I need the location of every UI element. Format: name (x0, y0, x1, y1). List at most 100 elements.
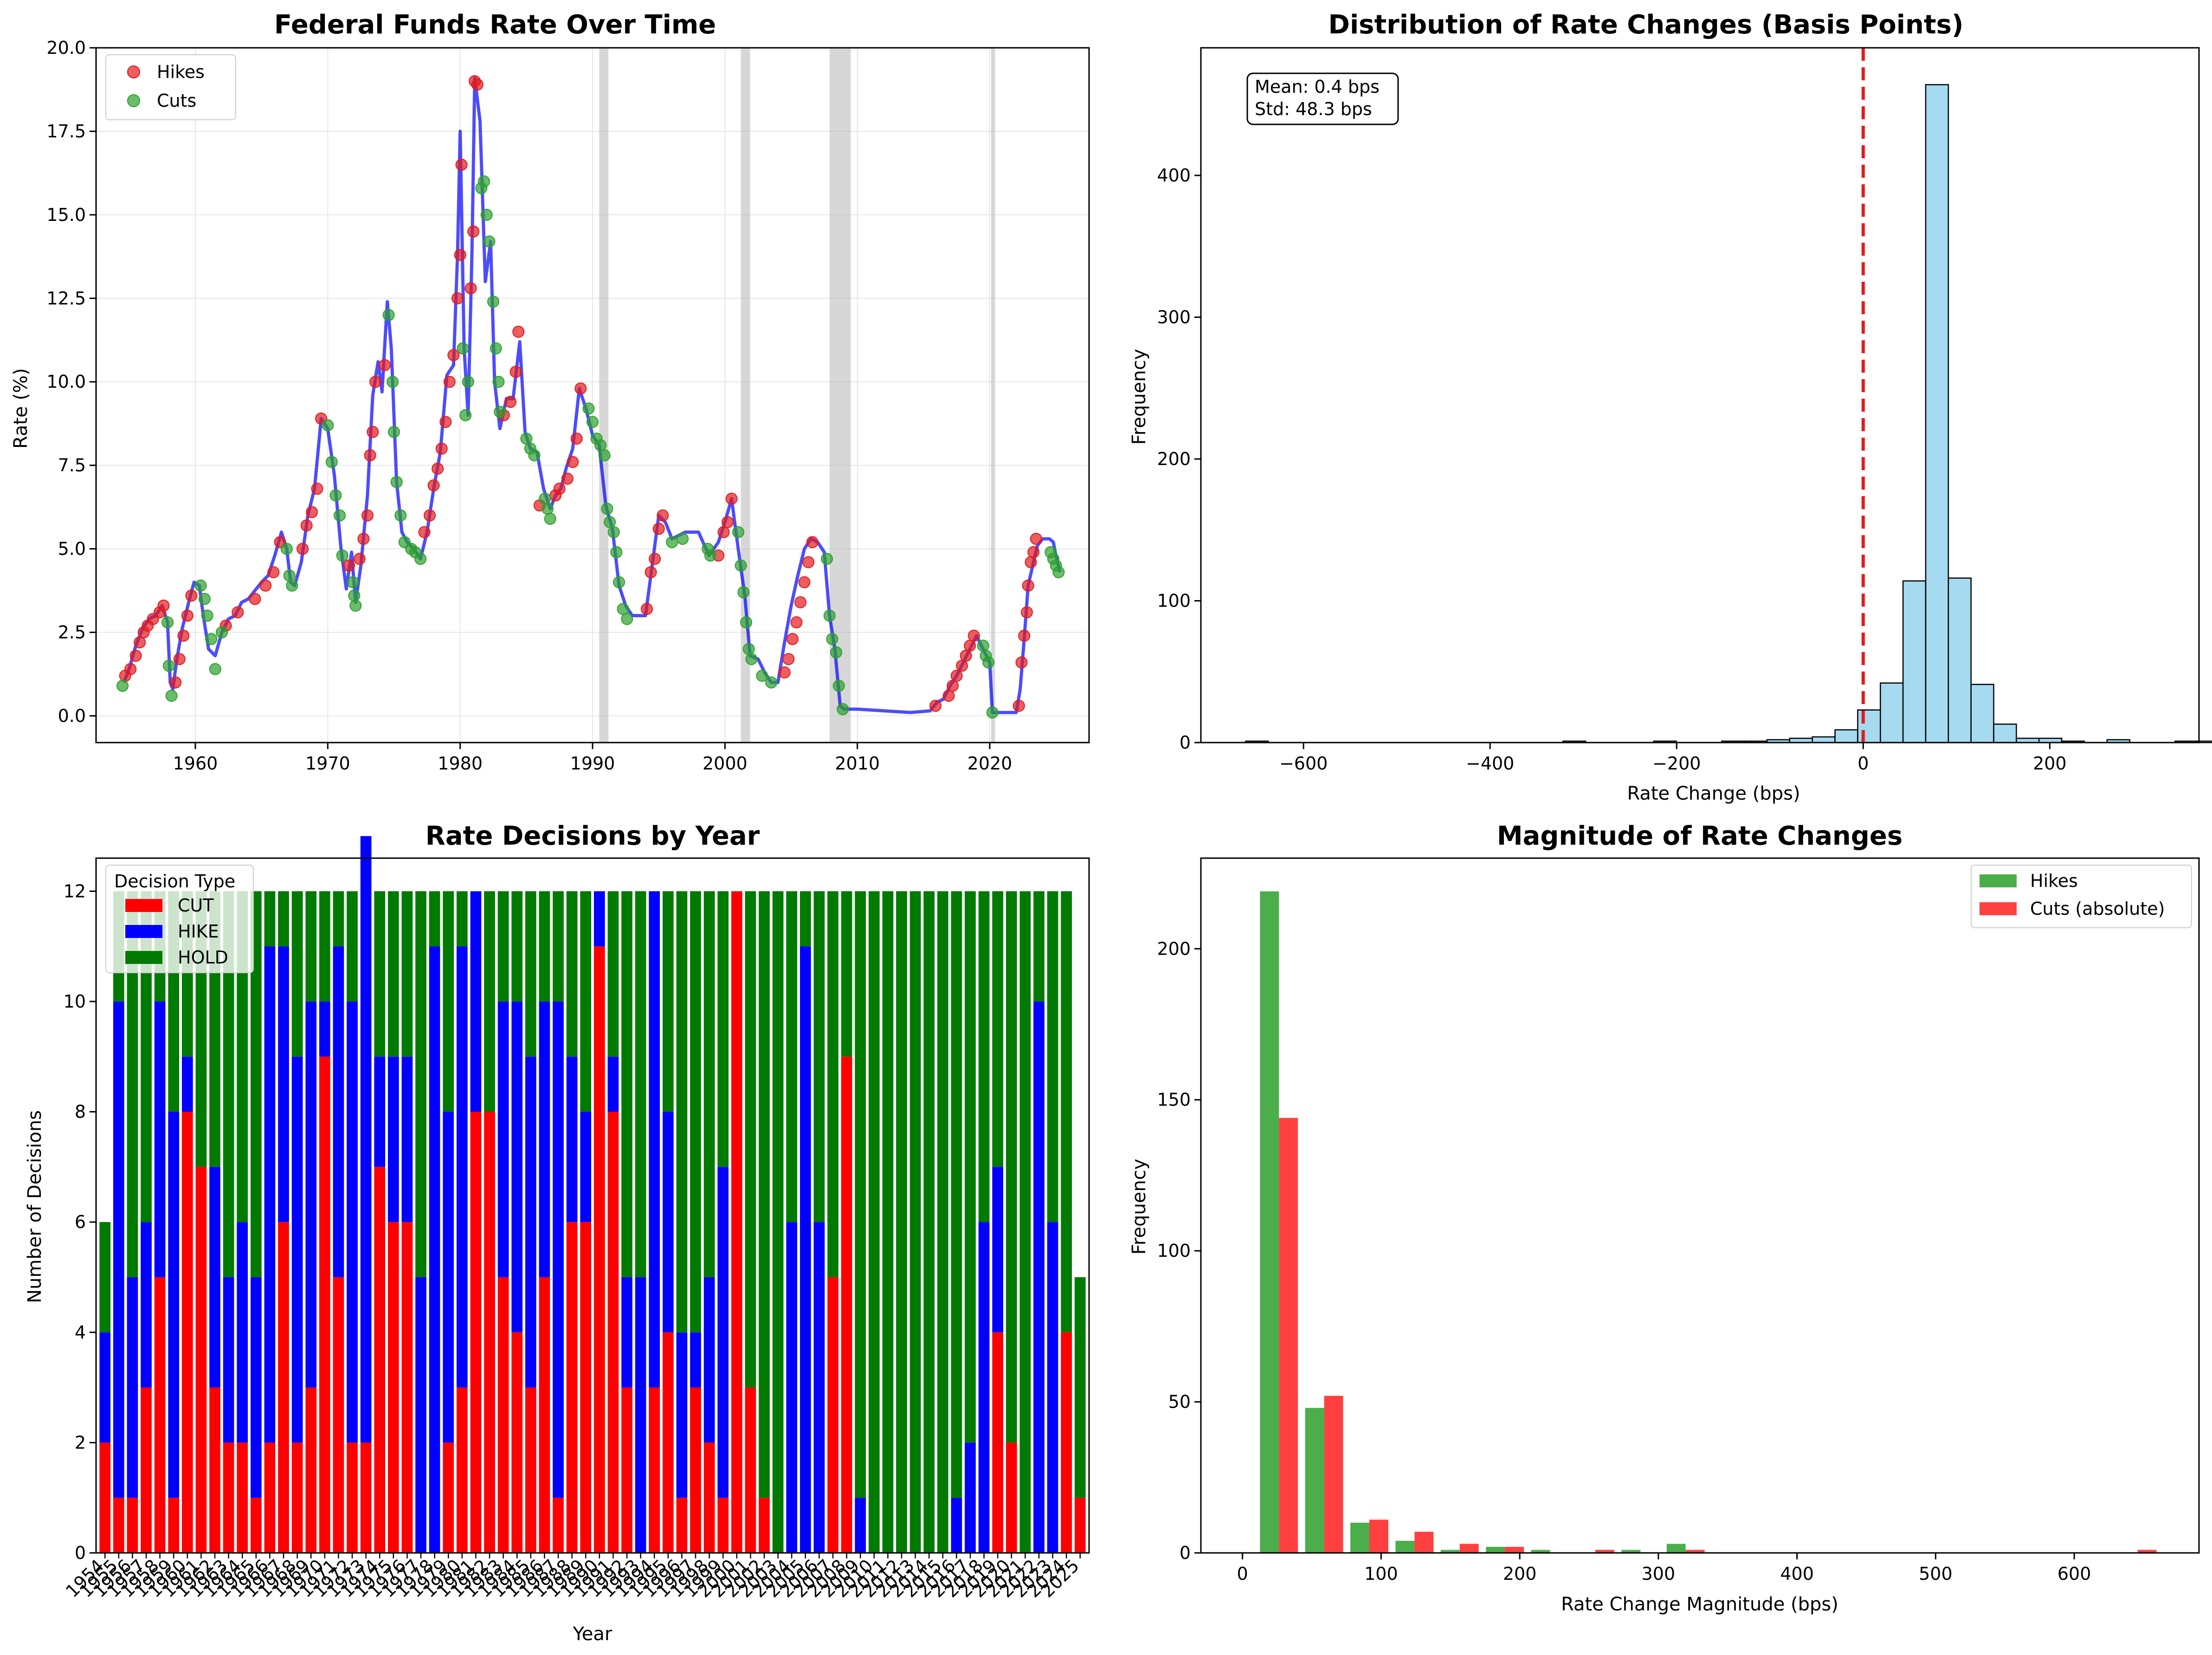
hike-point (1027, 546, 1040, 558)
rate-panel: Federal Funds Rate Over Time Rate (%) 19… (10, 10, 1090, 774)
hike-point (806, 536, 819, 549)
hike-point (561, 472, 574, 485)
bar-cut (168, 1498, 180, 1553)
cut-point (732, 526, 744, 538)
cut-point (336, 549, 348, 562)
stack-ytick-label: 4 (75, 1322, 86, 1343)
mag-cut-bar (2137, 1550, 2157, 1553)
mag-cut-bar (1324, 1396, 1343, 1553)
bar-hike (305, 1001, 317, 1388)
bar-hold (759, 891, 770, 1498)
cut-point (541, 503, 554, 515)
hike-point (950, 670, 963, 682)
legend-cut-label: CUT (178, 895, 214, 916)
mag-ytick-label: 150 (1157, 1090, 1191, 1110)
bar-hold (951, 891, 962, 1498)
hike-point (311, 483, 323, 495)
cut-point (388, 426, 400, 438)
rate-xtick-label: 1990 (570, 753, 615, 774)
hike-point (418, 526, 431, 538)
bar-hold (745, 891, 756, 1388)
bar-hold (566, 891, 578, 1057)
hist-bar (1902, 580, 1927, 743)
bar-cut (841, 1056, 852, 1553)
bar-hold (374, 891, 386, 1057)
hist-xtick-label: −200 (1652, 753, 1701, 774)
hist-ytick-label: 0 (1180, 732, 1191, 753)
hike-point (467, 225, 480, 238)
bar-hold (291, 891, 303, 1057)
bar-hold (813, 891, 825, 1222)
bar-hike (319, 1001, 330, 1057)
bar-cut (141, 1387, 152, 1553)
bar-hike (1047, 1222, 1058, 1553)
bar-hold (635, 891, 646, 1277)
hike-point (929, 699, 942, 712)
hist-stats-box: Mean: 0.4 bps Std: 48.3 bps (1246, 72, 1399, 125)
mag-legend: Hikes Cuts (absolute) (1971, 865, 2192, 928)
bar-cut (1074, 1498, 1086, 1553)
mag-panel: Magnitude of Rate Changes Frequency Rate… (1129, 821, 2200, 1615)
bar-hold (607, 891, 619, 1057)
cut-point (704, 549, 716, 562)
mag-hike-bar (1531, 1550, 1550, 1553)
bar-hold (484, 891, 495, 1112)
bar-cut (264, 1442, 276, 1553)
mag-hike-bar (1395, 1540, 1415, 1553)
cut-point (737, 586, 750, 599)
bar-hike (649, 891, 660, 1388)
hist-panel: Distribution of Rate Changes (Basis Poin… (1129, 10, 2212, 804)
mag-ylabel: Frequency (1129, 1159, 1150, 1255)
bar-hold (1006, 891, 1017, 1443)
hist-mean-text: Mean: 0.4 bps (1255, 77, 1380, 97)
bar-hold (415, 891, 426, 1277)
hist-axes-frame (1200, 47, 2200, 743)
hike-point (1020, 606, 1033, 619)
bar-hike (553, 1001, 564, 1498)
cut-point (347, 576, 359, 588)
hist-xlabel: Rate Change (bps) (1627, 783, 1800, 804)
cut-point (382, 309, 395, 321)
bar-cut (580, 1222, 592, 1553)
mag-hike-bar (1440, 1550, 1460, 1553)
bar-hike (992, 1167, 1004, 1332)
bar-hold (237, 891, 248, 1222)
bar-hike (676, 1332, 688, 1498)
cut-point (617, 603, 629, 615)
stack-legend-title: Decision Type (114, 871, 235, 892)
mag-xtick-label: 100 (1364, 1564, 1398, 1584)
bar-hike (855, 1498, 866, 1553)
hike-point (725, 492, 738, 505)
bar-cut (374, 1167, 386, 1553)
cut-point (837, 703, 849, 716)
cut-point (607, 526, 620, 538)
bar-hike (690, 1332, 701, 1388)
bar-hike (347, 1001, 358, 1443)
bar-hold (223, 891, 234, 1277)
rate-ytick-label: 20.0 (46, 38, 86, 58)
bar-hike (333, 946, 344, 1277)
bar-hike (443, 1112, 454, 1443)
cut-point (334, 509, 346, 522)
cut-point (325, 456, 338, 468)
bar-cut (621, 1387, 632, 1553)
rate-xtick-label: 2010 (835, 753, 880, 774)
bar-cut (992, 1332, 1004, 1553)
bar-hold (387, 891, 399, 1057)
cut-point (286, 579, 298, 592)
bar-cut (484, 1112, 495, 1553)
hist-bar (1857, 709, 1881, 743)
bar-hold (786, 891, 798, 1222)
cut-point (745, 653, 758, 666)
bar-hold (264, 891, 276, 947)
hike-point (553, 483, 566, 495)
hike-point (432, 462, 444, 475)
bar-hold (965, 891, 976, 1443)
rate-ytick-label: 17.5 (46, 121, 86, 142)
mag-xlabel: Rate Change Magnitude (bps) (1561, 1594, 1838, 1615)
bar-cut (470, 1112, 482, 1553)
bar-hold (580, 891, 592, 1112)
bar-hike (800, 946, 811, 1553)
bar-hike (250, 1277, 262, 1498)
hist-bar (1812, 736, 1836, 743)
